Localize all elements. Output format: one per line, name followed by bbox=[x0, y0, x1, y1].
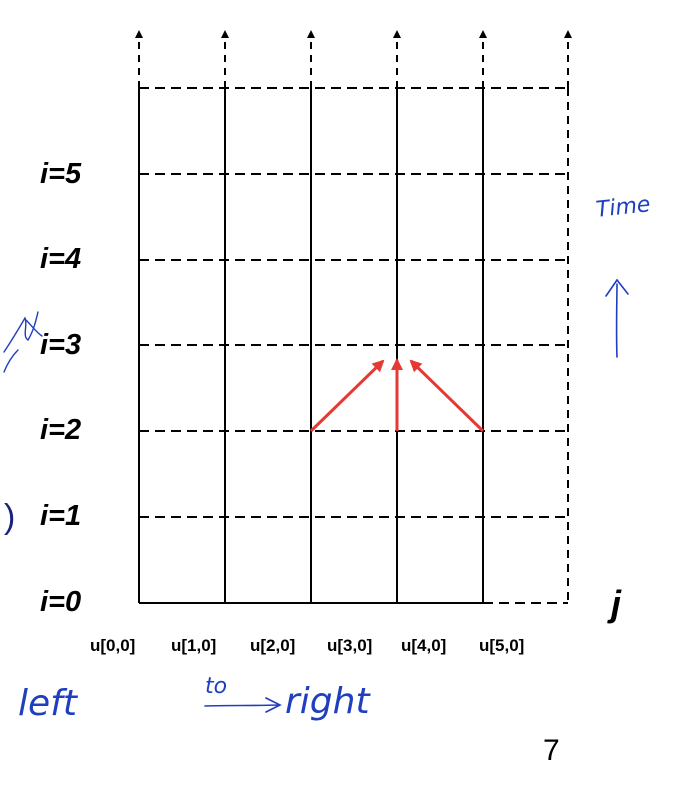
column-label-u5: u[5,0] bbox=[479, 636, 525, 655]
column-label-u1: u[1,0] bbox=[171, 636, 217, 655]
row-label-i5: i=5 bbox=[40, 158, 82, 190]
stencil-arrow-right bbox=[409, 359, 485, 433]
page-number: 7 bbox=[543, 734, 560, 767]
row-label-i2: i=2 bbox=[40, 414, 82, 446]
stencil-arrow-left bbox=[309, 359, 385, 433]
row-label-i1: i=1 bbox=[40, 500, 82, 532]
handwritten-to-label: to bbox=[205, 674, 228, 699]
column-label-u2: u[2,0] bbox=[250, 636, 296, 655]
handwritten-left-label: left bbox=[18, 683, 77, 724]
axis-label-j: j bbox=[611, 583, 622, 624]
column-label-u3: u[3,0] bbox=[327, 636, 373, 655]
row-label-i0: i=0 bbox=[40, 586, 82, 618]
row-label-i4: i=4 bbox=[40, 243, 82, 275]
row-label-i3: i=3 bbox=[40, 329, 82, 361]
handwritten-scribble bbox=[3, 311, 43, 373]
left-to-right-arrow-icon bbox=[204, 697, 282, 713]
column-label-u4: u[4,0] bbox=[401, 636, 447, 655]
handwritten-right-label: right bbox=[285, 681, 370, 722]
column-label-u0: u[0,0] bbox=[90, 636, 136, 655]
partial-paren-text: ) bbox=[4, 498, 16, 536]
handwritten-time-label: Time bbox=[594, 192, 652, 223]
time-arrow-icon bbox=[605, 278, 629, 358]
